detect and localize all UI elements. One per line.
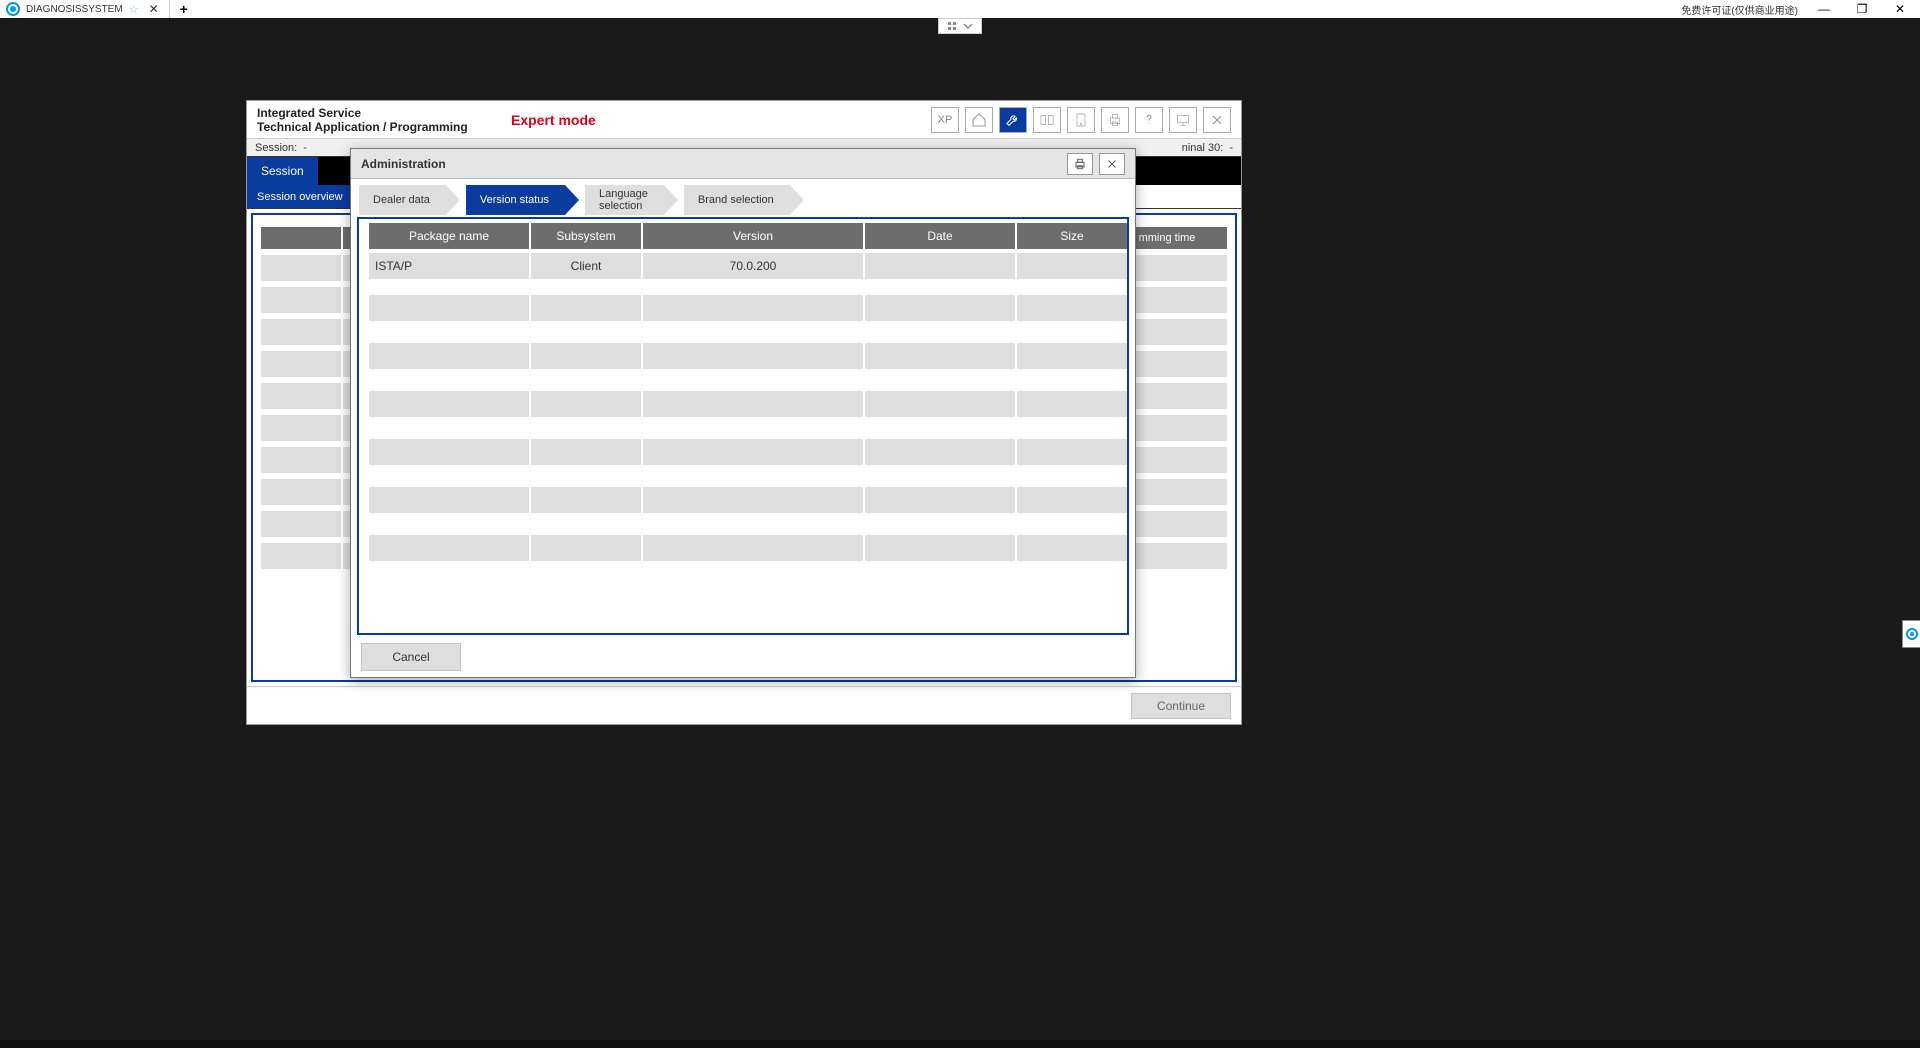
app-close-button[interactable] xyxy=(1203,107,1231,133)
tab-version-status[interactable]: Version status xyxy=(466,185,579,215)
table-row xyxy=(369,295,1127,321)
tab-brand-selection[interactable]: Brand selection xyxy=(684,185,804,215)
session-label: Session: xyxy=(255,142,297,154)
remote-toolbar[interactable] xyxy=(938,18,982,34)
dialog-body: Package nameSubsystemVersionDateSize IST… xyxy=(357,217,1129,635)
version-table: Package nameSubsystemVersionDateSize IST… xyxy=(367,219,1129,583)
vehicle-icon xyxy=(1039,112,1055,128)
table-row xyxy=(369,439,1127,465)
app-title-line2: Technical Application / Programming xyxy=(257,120,497,134)
window-controls: 免费许可证(仅供商业用途) — ❐ ✕ xyxy=(1681,2,1920,17)
table-row xyxy=(369,487,1127,513)
monitor-icon xyxy=(1175,112,1191,128)
host-tab-title: DIAGNOSISSYSTEM xyxy=(26,4,123,15)
close-icon xyxy=(1105,157,1119,171)
continue-button[interactable]: Continue xyxy=(1131,693,1231,719)
table-row xyxy=(369,391,1127,417)
settings-button[interactable] xyxy=(999,107,1027,133)
col-header: Version xyxy=(643,223,863,249)
help-button[interactable] xyxy=(1135,107,1163,133)
app-footer: Continue xyxy=(247,686,1241,724)
tab-close-icon[interactable]: ✕ xyxy=(145,2,163,16)
tab-language-selection[interactable]: Language selection xyxy=(585,185,678,215)
app-header: Integrated Service Technical Application… xyxy=(247,101,1241,139)
col-header: Date xyxy=(865,223,1015,249)
print-icon xyxy=(1073,157,1087,171)
xp-button[interactable]: XP xyxy=(931,107,959,133)
print-button[interactable] xyxy=(1101,107,1129,133)
window-close-icon[interactable]: ✕ xyxy=(1888,2,1912,16)
terminal30-label: ninal 30: xyxy=(1182,142,1224,154)
table-row[interactable]: ISTA/PClient70.0.200 xyxy=(369,253,1127,279)
app-title-line1: Integrated Service xyxy=(257,106,497,120)
device-button[interactable] xyxy=(1067,107,1095,133)
host-tab-bar: DIAGNOSISSYSTEM ☆ ✕ + 免费许可证(仅供商业用途) — ❐ … xyxy=(0,0,1920,18)
remote-taskbar xyxy=(0,1040,1920,1048)
add-tab-button[interactable]: + xyxy=(170,1,198,17)
print-icon xyxy=(1107,112,1123,128)
col-header: Size xyxy=(1017,223,1127,249)
wrench-icon xyxy=(1005,112,1021,128)
dialog-footer: Cancel xyxy=(351,635,1135,679)
dialog-header: Administration xyxy=(351,149,1135,179)
app-toolbar: XP xyxy=(931,107,1231,133)
administration-dialog: Administration Dealer data Version statu… xyxy=(350,148,1136,678)
table-row xyxy=(369,343,1127,369)
device-icon xyxy=(1073,112,1089,128)
close-icon xyxy=(1209,112,1225,128)
session-value: - xyxy=(303,142,307,154)
terminal30-value: - xyxy=(1229,142,1233,154)
vehicle-button[interactable] xyxy=(1033,107,1061,133)
teamviewer-icon xyxy=(6,2,20,16)
tab-dealer-data[interactable]: Dealer data xyxy=(359,185,460,215)
dialog-title: Administration xyxy=(361,157,446,171)
tab-session-overview[interactable]: Session overview xyxy=(247,185,354,208)
screen-button[interactable] xyxy=(1169,107,1197,133)
app-title-block: Integrated Service Technical Application… xyxy=(257,106,497,134)
window-restore-icon[interactable]: ❐ xyxy=(1850,2,1874,16)
col-header: Subsystem xyxy=(531,223,641,249)
window-minimize-icon[interactable]: — xyxy=(1812,2,1836,16)
teamviewer-icon xyxy=(1906,628,1918,640)
col-header: Package name xyxy=(369,223,529,249)
dialog-print-button[interactable] xyxy=(1067,153,1093,175)
host-tab[interactable]: DIAGNOSISSYSTEM ☆ ✕ xyxy=(0,0,170,18)
expert-mode-label: Expert mode xyxy=(511,112,596,128)
dialog-close-button[interactable] xyxy=(1099,153,1125,175)
license-text: 免费许可证(仅供商业用途) xyxy=(1681,2,1798,17)
teamviewer-side-badge[interactable] xyxy=(1902,620,1920,648)
dialog-tabs: Dealer data Version status Language sele… xyxy=(351,179,1135,215)
tab-session[interactable]: Session xyxy=(247,157,318,185)
help-icon xyxy=(1141,112,1157,128)
home-icon xyxy=(971,112,987,128)
home-button[interactable] xyxy=(965,107,993,133)
cancel-button[interactable]: Cancel xyxy=(361,643,461,671)
favorite-icon[interactable]: ☆ xyxy=(129,3,139,16)
table-row xyxy=(369,535,1127,561)
dialog-controls xyxy=(1067,153,1125,175)
